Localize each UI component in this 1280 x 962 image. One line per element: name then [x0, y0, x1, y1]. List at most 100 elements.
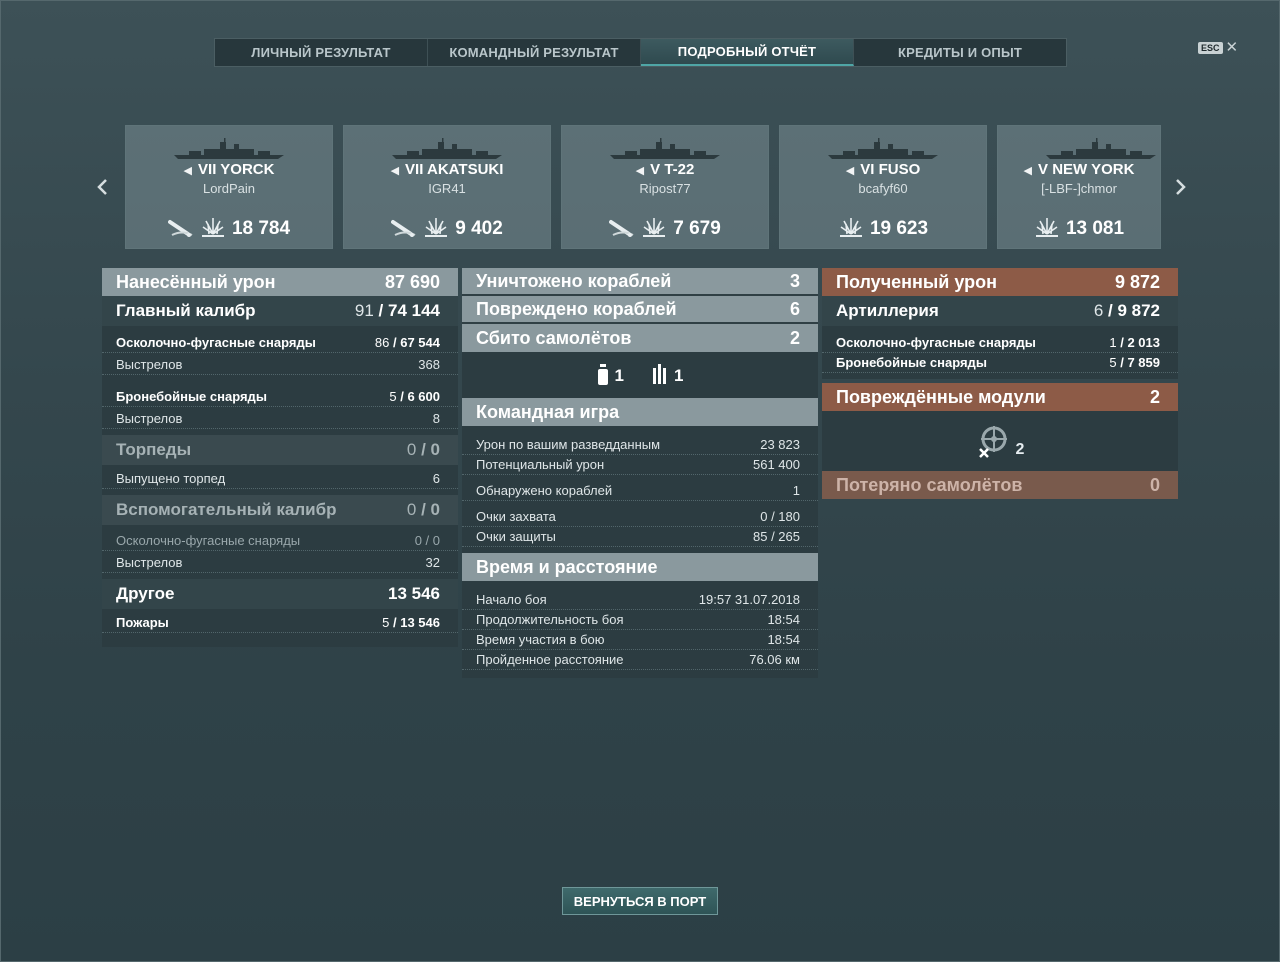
fires-value: 5 / 13 546 [382, 615, 440, 630]
ships-destroyed-row: Уничтожено кораблей 3 [462, 268, 818, 296]
torpedoes-fired-value: 6 [432, 471, 440, 486]
planes-shot-down-row: Сбито самолётов 2 [462, 324, 818, 352]
torpedo-hit-icon [167, 214, 194, 244]
main-ap-value: 5 / 6 600 [389, 389, 440, 404]
secondary-he-value: 0 / 0 [414, 533, 440, 548]
defense-points-row: Очки защиты 85 / 265 [462, 527, 818, 547]
close-icon: ✕ [1225, 39, 1239, 56]
ship-damage-value: 13 081 [1065, 218, 1125, 239]
bomber-plane-icon [653, 364, 666, 384]
secondary-shots-row: Выстрелов 32 [102, 553, 458, 573]
ship-card[interactable]: ◀ VI FUSO bcafyf60 19 623 [779, 125, 987, 249]
ship-name: ◀ V T-22 [562, 161, 768, 178]
ship-card[interactable]: ◀ V T-22 Ripost77 7 679 [561, 125, 769, 249]
ship-name-text: AKATSUKI [427, 161, 504, 178]
tab-detailed-report[interactable]: ПОДРОБНЫЙ ОТЧЁТ [641, 39, 854, 66]
main-ap-shots-value: 8 [432, 411, 440, 426]
player-name: bcafyf60 [858, 181, 908, 196]
carousel-prev-arrow-icon[interactable] [94, 175, 110, 199]
carousel-next-arrow-icon[interactable] [1173, 175, 1189, 199]
ship-class-icon: ◀ [183, 165, 193, 177]
ship-name-text: T-22 [664, 161, 695, 178]
fire-damage-icon [838, 214, 864, 244]
esc-key-label: ESC [1198, 42, 1223, 54]
steering-module-count: 2 [976, 423, 1024, 459]
ship-silhouette-icon [174, 138, 284, 159]
close-button[interactable]: ESC ✕ [1198, 39, 1239, 56]
other-label: Другое [116, 584, 175, 603]
fighter-count: 1 [597, 364, 624, 386]
ship-damage: 13 081 [998, 214, 1160, 244]
fires-row: Пожары 5 / 13 546 [102, 613, 458, 633]
ship-silhouette-icon [1046, 138, 1156, 159]
ship-card[interactable]: ◀ V NEW YORK [-LBF-]chmor 13 081 [997, 125, 1161, 249]
torpedoes-fired-row: Выпущено торпед 6 [102, 469, 458, 489]
received-he-row: Осколочно-фугасные снаряды 1 / 2 013 [822, 333, 1178, 353]
torpedoes-fired-label: Выпущено торпед [116, 471, 226, 486]
torpedoes-label: Торпеды [116, 440, 192, 459]
fires-label: Пожары [116, 615, 169, 630]
player-name: LordPain [202, 181, 256, 196]
ship-damage-value: 7 679 [673, 218, 721, 239]
ship-name-text: YORCK [220, 161, 275, 178]
ship-card[interactable]: ◀ VII AKATSUKI IGR41 9 402 [343, 125, 551, 249]
team-play-title: Командная игра [476, 401, 620, 422]
main-ap-row: Бронебойные снаряды 5 / 6 600 [102, 387, 458, 407]
ship-tier: V [650, 161, 661, 178]
dealt-damage-panel: Нанесённый урон 87 690 Главный калибр 91… [102, 268, 458, 647]
secondary-label: Вспомогательный калибр [116, 500, 337, 519]
ship-name-text: FUSO [878, 161, 921, 178]
player-name: IGR41 [428, 181, 466, 196]
ship-damage-value: 19 623 [869, 218, 929, 239]
ship-class-icon: ◀ [390, 165, 400, 177]
tab-credits-xp[interactable]: КРЕДИТЫ И ОПЫТ [897, 45, 1023, 60]
damaged-modules-value: 2 [1149, 386, 1160, 407]
artillery-value: 6 / 9 872 [1093, 301, 1160, 320]
ship-name: ◀ VII AKATSUKI [344, 161, 550, 178]
torpedoes-value: 0 / 0 [406, 440, 440, 459]
main-battery-row: Главный калибр 91 / 74 144 [102, 296, 458, 326]
main-he-shots-label: Выстрелов [116, 357, 183, 372]
secondary-shots-label: Выстрелов [116, 555, 183, 570]
ship-tier: VII [405, 161, 424, 178]
ship-damage: 19 623 [780, 214, 986, 244]
main-ap-label: Бронебойные снаряды [116, 389, 267, 404]
center-panel: Уничтожено кораблей 3 Повреждено корабле… [462, 268, 818, 678]
received-damage-total: 9 872 [1114, 271, 1160, 292]
secondary-row: Вспомогательный калибр 0 / 0 [102, 495, 458, 525]
ship-tier: V [1038, 161, 1049, 178]
main-battery-label: Главный калибр [116, 301, 256, 320]
other-value: 13 546 [388, 584, 440, 603]
battle-start-row: Начало боя 19:57 31.07.2018 [462, 590, 818, 610]
main-he-label: Осколочно-фугасные снаряды [116, 335, 316, 350]
time-distance-title: Время и расстояние [476, 556, 658, 577]
tab-team-result[interactable]: КОМАНДНЫЙ РЕЗУЛЬТАТ [428, 39, 641, 66]
artillery-label: Артиллерия [836, 301, 939, 320]
time-distance-header: Время и расстояние [462, 553, 818, 581]
ships-damaged-row: Повреждено кораблей 6 [462, 296, 818, 324]
participation-time-row: Время участия в бою 18:54 [462, 630, 818, 650]
bomber-count: 1 [652, 364, 683, 386]
return-to-port-button[interactable]: ВЕРНУТЬСЯ В ПОРТ [562, 887, 718, 915]
ships-destroyed-label: Уничтожено кораблей [476, 270, 672, 291]
ship-damage-value: 18 784 [231, 218, 291, 239]
ship-name: ◀ V NEW YORK [998, 161, 1160, 178]
tab-personal-result[interactable]: ЛИЧНЫЙ РЕЗУЛЬТАТ [215, 39, 428, 66]
received-damage-title: Полученный урон [836, 271, 997, 292]
secondary-shots-value: 32 [425, 555, 440, 570]
torpedo-hit-icon [391, 214, 417, 244]
fire-damage-icon [423, 214, 449, 244]
secondary-value: 0 / 0 [406, 500, 440, 519]
ships-damaged-label: Повреждено кораблей [476, 298, 677, 319]
main-ap-shots-row: Выстрелов 8 [102, 409, 458, 429]
ship-silhouette-icon [828, 138, 938, 159]
ship-card[interactable]: ◀ VII YORCK LordPain 18 784 [125, 125, 333, 249]
ship-silhouette-icon [610, 138, 720, 159]
dealt-damage-title: Нанесённый урон [116, 271, 276, 292]
player-name: [-LBF-]chmor [1041, 181, 1117, 196]
ship-class-icon: ◀ [635, 165, 645, 177]
secondary-he-row: Осколочно-фугасные снаряды 0 / 0 [102, 531, 458, 551]
other-row: Другое 13 546 [102, 579, 458, 609]
main-he-shots-row: Выстрелов 368 [102, 355, 458, 375]
fire-damage-icon [641, 214, 667, 244]
